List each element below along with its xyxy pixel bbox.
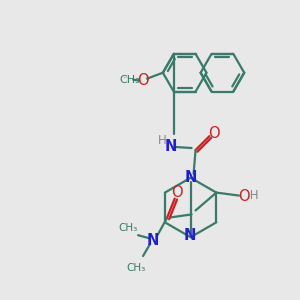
Text: CH₃: CH₃: [118, 223, 138, 233]
Text: O: O: [238, 189, 250, 204]
Text: ·H: ·H: [247, 189, 259, 202]
Text: N: N: [165, 139, 177, 154]
Text: O: O: [208, 126, 220, 141]
Text: O: O: [171, 185, 182, 200]
Text: N: N: [184, 170, 197, 185]
Text: H: H: [158, 134, 166, 147]
Text: O: O: [137, 73, 149, 88]
Text: N: N: [147, 233, 159, 248]
Text: N: N: [183, 228, 196, 243]
Text: CH₃: CH₃: [120, 75, 141, 85]
Text: methoxy: methoxy: [124, 77, 130, 78]
Text: CH₃: CH₃: [127, 263, 146, 273]
